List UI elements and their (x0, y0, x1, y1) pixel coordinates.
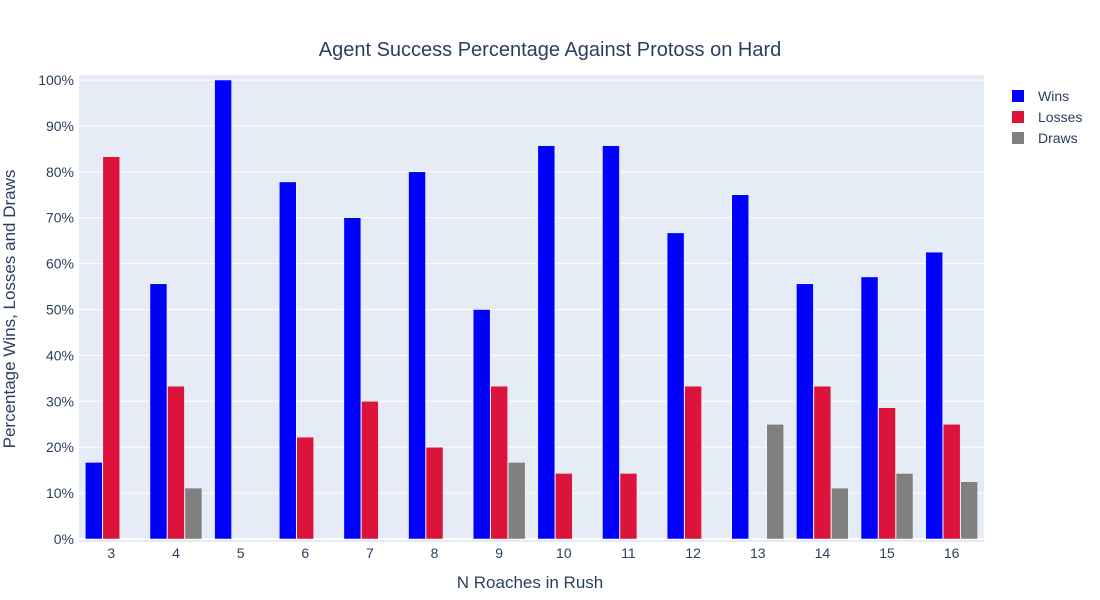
y-axis-title: Percentage Wins, Losses and Draws (0, 170, 19, 449)
legend-swatch-draws (1012, 132, 1024, 144)
x-tick-label: 5 (237, 545, 245, 561)
x-tick-label: 11 (621, 545, 636, 561)
bar-wins-9 (472, 309, 491, 540)
bar-losses-12 (684, 385, 702, 540)
legend-label-losses: Losses (1038, 109, 1082, 125)
bar-wins-14 (796, 283, 814, 540)
bar-wins-13 (731, 194, 749, 540)
y-tick-label: 70% (46, 210, 74, 226)
bar-wins-16 (925, 251, 943, 540)
x-tick-label: 3 (107, 545, 115, 561)
x-tick-label: 16 (944, 545, 960, 561)
bar-losses-10 (555, 473, 573, 540)
x-tick-label: 7 (366, 545, 374, 561)
bar-wins-7 (343, 217, 362, 540)
x-tick-label: 10 (556, 545, 572, 561)
bar-wins-3 (85, 462, 103, 540)
y-tick-label: 90% (46, 118, 74, 134)
bar-wins-5 (214, 79, 232, 540)
bar-draws-16 (960, 481, 978, 540)
y-tick-label: 10% (46, 485, 74, 501)
y-tick-label: 30% (46, 393, 74, 409)
x-tick-label: 8 (431, 545, 439, 561)
legend-swatch-wins (1012, 90, 1024, 102)
bar-losses-16 (942, 424, 961, 540)
bar-losses-11 (619, 473, 638, 540)
bar-draws-9 (507, 462, 526, 540)
x-tick-label: 4 (172, 545, 180, 561)
chart-title: Agent Success Percentage Against Protoss… (319, 39, 782, 61)
legend: Wins Losses Draws (1012, 88, 1082, 146)
x-tick-label: 14 (815, 545, 831, 561)
legend-label-draws: Draws (1038, 130, 1078, 146)
bar-losses-6 (296, 436, 314, 540)
legend-swatch-losses (1012, 111, 1024, 123)
bar-wins-6 (279, 181, 297, 540)
y-tick-label: 80% (46, 164, 74, 180)
x-tick-labels: 3 4 5 6 7 8 9 10 11 12 13 14 15 16 (107, 545, 959, 561)
legend-label-wins: Wins (1038, 88, 1069, 104)
x-tick-label: 13 (750, 545, 766, 561)
x-axis-title: N Roaches in Rush (457, 573, 603, 592)
bar-losses-8 (425, 446, 444, 540)
y-tick-label: 50% (46, 302, 74, 318)
bar-losses-9 (490, 385, 508, 540)
y-tick-labels: 0% 10% 20% 30% 40% 50% 60% 70% 80% 90% 100% (38, 72, 74, 547)
bars (85, 79, 978, 540)
bar-draws-13 (766, 424, 784, 540)
y-tick-label: 100% (38, 72, 74, 88)
y-tick-label: 0% (54, 531, 74, 547)
x-tick-label: 9 (495, 545, 503, 561)
x-tick-label: 15 (879, 545, 895, 561)
bar-draws-4 (184, 487, 203, 540)
bar-wins-12 (666, 232, 685, 540)
bar-losses-14 (813, 385, 832, 540)
bar-losses-7 (361, 401, 379, 540)
x-tick-label: 12 (685, 545, 701, 561)
x-tick-label: 6 (301, 545, 309, 561)
bar-wins-15 (860, 276, 879, 540)
bar-losses-15 (878, 407, 896, 540)
bar-losses-4 (167, 385, 185, 540)
y-tick-label: 20% (46, 439, 74, 455)
y-tick-label: 60% (46, 256, 74, 272)
bar-losses-3 (102, 156, 121, 540)
bar-wins-11 (602, 145, 620, 540)
bar-draws-14 (831, 487, 849, 540)
bar-draws-15 (895, 473, 914, 540)
bar-wins-4 (149, 283, 168, 540)
bar-wins-8 (408, 171, 426, 540)
y-tick-label: 40% (46, 347, 74, 363)
bar-wins-10 (537, 145, 556, 540)
